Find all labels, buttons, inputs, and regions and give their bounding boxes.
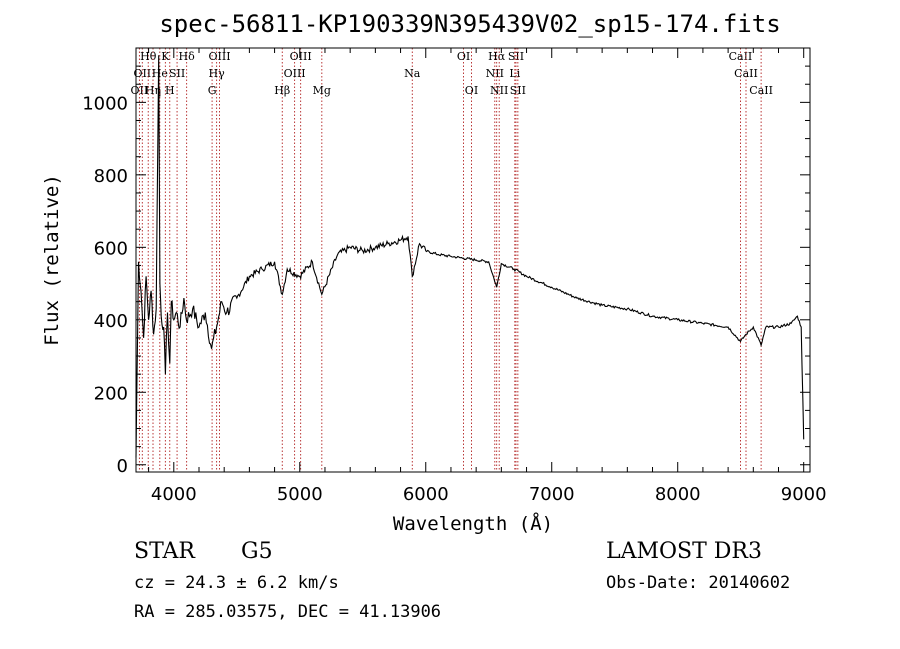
object-class: STAR <box>134 539 195 564</box>
spectral-line-label: SII <box>510 84 526 97</box>
spectral-line-label: Na <box>404 67 421 80</box>
spectral-line-label: CaII <box>749 84 773 97</box>
spectral-line-label: OI <box>465 84 478 97</box>
spectral-line-label: OIII <box>290 50 312 63</box>
spectral-line-label: OI <box>457 50 470 63</box>
y-tick-label: 1000 <box>82 93 128 114</box>
spectral-line-label: SII <box>169 67 185 80</box>
axis-ticks-layer: 4000 5000 6000 7000 8000 9000 0 200 400 600 800 100… <box>82 48 827 505</box>
spectral-line-label: H <box>165 84 175 97</box>
x-axis-label: Wavelength (Å) <box>393 512 553 535</box>
redshift-text: cz = 24.3 ± 6.2 km/s <box>134 573 339 593</box>
plot-frame <box>135 47 811 473</box>
y-tick-label: 200 <box>94 383 128 404</box>
spectral-line-label: NII <box>490 84 508 97</box>
spectral-line-label: OIII <box>208 50 230 63</box>
spectral-line-label: CaII <box>729 50 753 63</box>
spectral-line-label: Mg <box>313 84 331 97</box>
object-subclass: G5 <box>241 539 273 564</box>
survey-name: LAMOST DR3 <box>606 539 762 564</box>
spectral-line-label: OII <box>131 84 149 97</box>
obs-date-text: Obs-Date: 20140602 <box>606 573 791 593</box>
spectral-line-label: Hγ <box>209 67 226 80</box>
spectral-line-label: Hθ <box>140 50 157 63</box>
spectral-line-label: Hη <box>145 84 161 97</box>
spectral-line-label: NII <box>486 67 504 80</box>
spectral-line-label: Hβ <box>274 84 290 97</box>
spectral-line-label: CaII <box>734 67 758 80</box>
x-tick-label: 4000 <box>151 484 197 505</box>
x-tick-label: 7000 <box>529 484 575 505</box>
spectral-line-label: Hδ <box>179 50 196 63</box>
spectral-line-label: Hα <box>488 50 506 63</box>
x-tick-label: 9000 <box>781 484 827 505</box>
spectral-line-label: K <box>161 50 170 63</box>
y-tick-label: 600 <box>94 238 128 259</box>
coordinates-text: RA = 285.03575, DEC = 41.13906 <box>134 602 442 622</box>
spectral-line-label: SII <box>508 50 524 63</box>
spectral-line-label: G <box>208 84 217 97</box>
y-tick-label: 0 <box>117 456 128 477</box>
y-axis-label: Flux (relative) <box>41 174 63 346</box>
spectral-line-label: OII <box>133 67 151 80</box>
x-tick-label: 5000 <box>277 484 323 505</box>
chart-title: spec-56811-KP190339N395439V02_sp15-174.f… <box>159 10 780 38</box>
y-tick-label: 800 <box>94 166 128 187</box>
spectral-line-label: OIII <box>284 67 306 80</box>
spectral-line-label: Li <box>509 67 520 80</box>
spectral-line-label: He <box>152 67 168 80</box>
x-tick-label: 6000 <box>403 484 449 505</box>
spectral-lines-layer: OII OII Hθ Hη He K H SII Hδ G Hγ OIII Hβ OIII OIII Mg Na… <box>131 48 773 472</box>
spectrum-line <box>135 55 805 458</box>
y-tick-label: 400 <box>94 311 128 332</box>
x-tick-label: 8000 <box>655 484 701 505</box>
